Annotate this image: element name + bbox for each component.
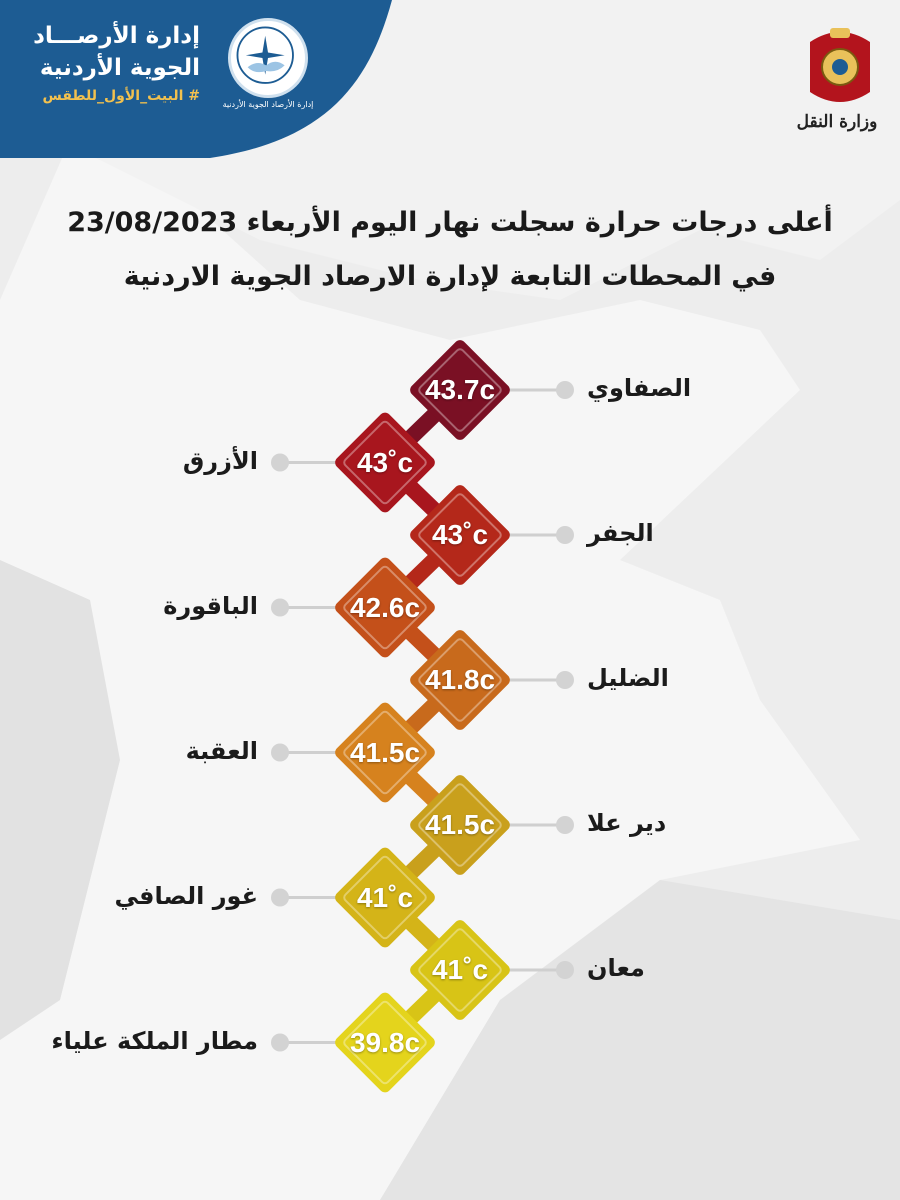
leader-dot [271, 1033, 289, 1052]
temperature-diamond [335, 557, 435, 658]
leader-dot [556, 816, 574, 834]
temperature-diamond [410, 920, 510, 1020]
temperature-value: 42.6c [349, 591, 421, 623]
org-name-line1: إدارة الأرصـــاد [33, 23, 200, 49]
temperature-value: 43˚c [431, 519, 489, 550]
temperature-diamond [335, 847, 435, 948]
leader-dot [556, 961, 574, 979]
org-name: إدارة الأرصـــاد الجوية الأردنية # البيت… [20, 20, 200, 104]
org-name-line2: الجوية الأردنية [39, 55, 200, 81]
station-name: العقبة [185, 736, 258, 765]
leader-dot [556, 526, 574, 544]
leader-dot [271, 453, 289, 472]
station-name: الباقورة [163, 591, 258, 620]
temperature-diamond [335, 702, 435, 803]
temperature-value: 41˚c [431, 954, 489, 985]
hashtag-text: # البيت_الأول_للطقس [42, 88, 200, 104]
leader-dot [271, 598, 289, 617]
meteorology-logo-icon [228, 18, 308, 98]
temperature-value: 43˚c [356, 446, 414, 478]
leader-dot [556, 381, 574, 399]
temperature-value: 41.5c [424, 809, 496, 840]
temperature-value: 41.8c [424, 664, 496, 695]
royal-emblem-icon [810, 28, 870, 102]
station-name: الضليل [587, 664, 669, 692]
temperature-diamond [410, 485, 510, 585]
temperature-value: 41˚c [356, 881, 414, 913]
station-name: الصفاوي [587, 374, 692, 402]
temperature-value: 39.8c [349, 1026, 421, 1058]
station-name: الجفر [587, 519, 654, 547]
title-line2: في المحطات التابعة لإدارة الارصاد الجوية… [123, 261, 777, 292]
station-name: الأزرق [182, 446, 258, 475]
logo-caption: إدارة الأرصاد الجوية الأردنية [222, 100, 314, 109]
temperature-value: 43.7c [424, 374, 496, 405]
temperature-value: 41.5c [349, 736, 421, 768]
station-name: غور الصافي [114, 881, 258, 910]
temperature-diamond [410, 630, 510, 730]
temperature-diamond [335, 992, 435, 1093]
leader-dot [556, 671, 574, 689]
station-name: مطار الملكة علياء [51, 1026, 258, 1055]
ministry-logo-text: وزارة النقل [796, 112, 878, 132]
leader-dot [271, 743, 289, 762]
leader-dot [271, 888, 289, 907]
station-name: معان [587, 954, 645, 982]
title-line1: أعلى درجات حرارة سجلت نهار اليوم الأربعا… [67, 207, 833, 238]
page-title: أعلى درجات حرارة سجلت نهار اليوم الأربعا… [60, 196, 840, 304]
station-name: دير علا [587, 809, 667, 837]
temperature-diamond [335, 412, 435, 513]
temperature-diamond [410, 775, 510, 875]
temperature-diamond [410, 340, 510, 440]
